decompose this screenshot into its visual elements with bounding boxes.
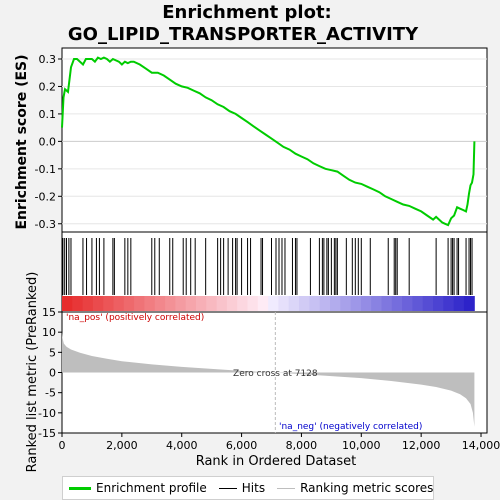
color-bar-segment: [196, 296, 207, 311]
es-ytick-label: -0.1: [35, 163, 56, 176]
color-bar-segment: [175, 296, 187, 311]
color-bar-segment: [391, 296, 403, 311]
hits-panel: [61, 231, 488, 313]
ranking-ytick-label: 10: [42, 326, 56, 339]
color-bar-segment: [257, 296, 269, 311]
color-bar-segment: [165, 296, 176, 311]
ranking-ytick-label: -15: [38, 427, 56, 440]
color-bar-segment: [299, 296, 310, 311]
es-ylabel: Enrichment score (ES): [14, 54, 30, 229]
es-ytick-label: -0.2: [35, 190, 56, 203]
ranking-y-ticks: 15 10 5 0 -5 -10 -15: [38, 306, 62, 440]
color-bar-segment: [371, 296, 383, 311]
legend-swatch: [218, 487, 237, 489]
color-bar-segment: [278, 296, 290, 311]
color-bar-segment: [288, 296, 300, 311]
legend-swatch: [277, 487, 296, 489]
plot-canvas: Enrichment plot: GO_LIPID_TRANSPORTER_AC…: [14, 2, 500, 473]
ranking-ytick-label: -10: [38, 407, 56, 420]
color-bar-segment: [402, 296, 413, 311]
color-bar-segment: [237, 296, 249, 311]
legend-hits: Hits: [218, 481, 266, 495]
color-bar-segment: [113, 296, 125, 311]
ranking-xtick-label: 6,000: [226, 439, 258, 452]
legend-label: Hits: [241, 481, 266, 495]
color-bar-segment: [144, 296, 156, 311]
title-line-1: Enrichment plot:: [162, 2, 332, 23]
color-bar-segment: [422, 296, 434, 311]
color-bar-segment: [72, 296, 84, 311]
color-bar-segment: [226, 296, 238, 311]
ranking-ytick-label: -5: [45, 387, 56, 400]
ranking-xtick-label: 0: [59, 439, 66, 452]
es-y-ticks: 0.3 0.2 0.1 0.0 -0.1 -0.2 -0.3: [35, 53, 62, 231]
es-ytick-label: 0.2: [39, 80, 57, 93]
enrichment-profile-line: [61, 56, 476, 227]
es-gridlines: [62, 58, 487, 225]
legend-swatch: [69, 486, 91, 490]
color-bar-segment: [134, 296, 145, 311]
rank-color-bar: [62, 296, 475, 311]
color-bar-segment: [247, 296, 259, 311]
color-bar-segment: [216, 296, 228, 311]
color-bar-segment: [92, 296, 104, 311]
color-bar-segment: [185, 296, 197, 311]
ranking-xlabel: Rank in Ordered Dataset: [196, 454, 357, 469]
ranking-panel: Zero cross at 7128 'na_pos' (positively …: [25, 272, 500, 473]
zero-cross-label: Zero cross at 7128: [233, 369, 318, 379]
color-bar-segment: [103, 296, 115, 311]
color-bar-segment: [309, 296, 321, 311]
legend-ranking-metric: Ranking metric scores: [277, 481, 433, 495]
legend: Enrichment profile Hits Ranking metric sco…: [62, 476, 434, 500]
color-bar-segment: [340, 296, 352, 311]
ranking-ytick-label: 15: [42, 306, 56, 319]
legend-enrichment-profile: Enrichment profile: [69, 481, 207, 495]
color-bar-segment: [453, 296, 465, 311]
legend-label: Ranking metric scores: [300, 481, 434, 495]
color-bar-segment: [206, 296, 218, 311]
ranking-xtick-label: 12,000: [402, 439, 441, 452]
ranking-xtick-label: 10,000: [342, 439, 381, 452]
color-bar-segment: [62, 296, 73, 311]
legend-label: Enrichment profile: [96, 481, 207, 495]
es-ytick-label: 0.0: [39, 135, 57, 148]
color-bar-segment: [443, 296, 455, 311]
es-ytick-label: 0.1: [39, 108, 57, 121]
color-bar-segment: [123, 296, 135, 311]
ranking-ytick-label: 0: [49, 367, 56, 380]
ranking-ytick-label: 5: [49, 346, 56, 359]
positive-correlated-label: 'na_pos' (positively correlated): [66, 313, 204, 323]
color-bar-segment: [433, 296, 444, 311]
color-bar-segment: [350, 296, 362, 311]
color-bar-segment: [319, 296, 331, 311]
ranking-xtick-label: 8,000: [286, 439, 318, 452]
color-bar-segment: [82, 296, 94, 311]
ranking-xtick-label: 14,000: [462, 439, 500, 452]
color-bar-segment: [463, 296, 475, 311]
es-panel: 0.3 0.2 0.1 0.0 -0.1 -0.2 -0.3 Enrichment scor…: [14, 47, 488, 233]
ranking-x-ticks: 0 2,000 4,000 6,000 8,000 10,000 12,000 14,000: [59, 433, 500, 452]
color-bar-segment: [360, 296, 372, 311]
color-bar-segment: [412, 296, 424, 311]
ranking-metric-area: [62, 332, 475, 427]
color-bar-segment: [330, 296, 341, 311]
title-line-2: GO_LIPID_TRANSPORTER_ACTIVITY: [68, 24, 419, 45]
ranking-xtick-label: 2,000: [106, 439, 138, 452]
color-bar-segment: [154, 296, 166, 311]
ranking-ylabel: Ranked list metric (PreRanked): [25, 272, 40, 473]
negative-correlated-label: 'na_neg' (negatively correlated): [279, 422, 422, 432]
color-bar-segment: [268, 296, 279, 311]
es-ytick-label: 0.3: [39, 53, 57, 66]
hit-lines: [62, 238, 473, 295]
color-bar-segment: [381, 296, 393, 311]
ranking-xtick-label: 4,000: [166, 439, 198, 452]
es-ytick-label: -0.3: [35, 218, 56, 231]
